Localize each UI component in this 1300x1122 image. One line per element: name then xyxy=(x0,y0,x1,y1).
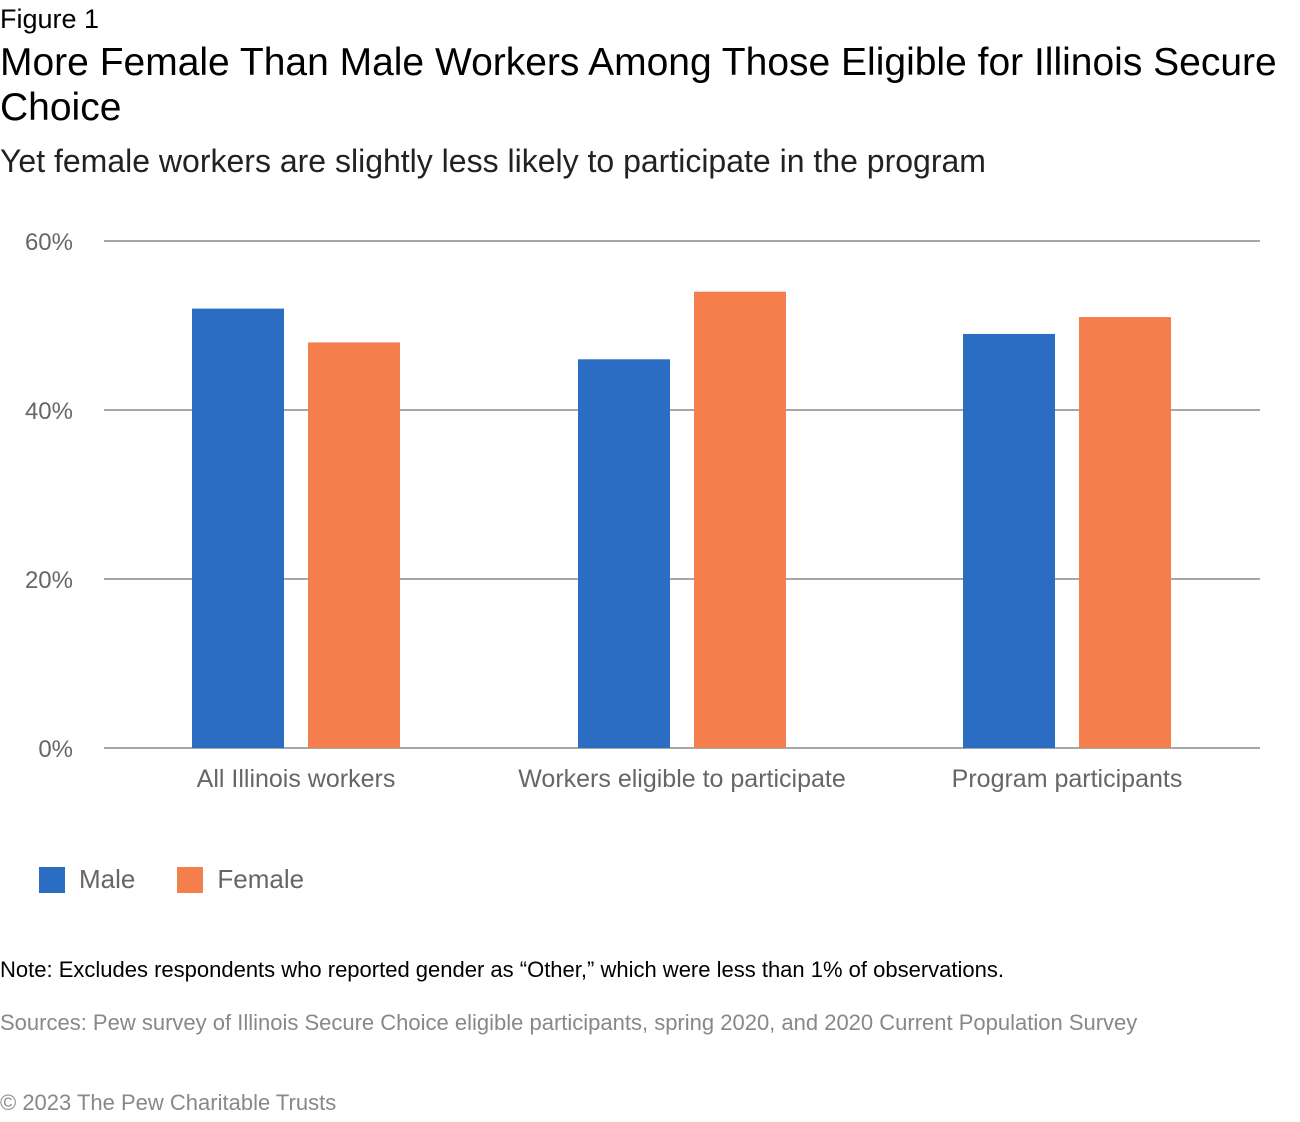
bar-male xyxy=(578,359,670,748)
bar-male xyxy=(192,308,284,748)
legend-label-female: Female xyxy=(217,864,305,894)
chart-title: More Female Than Male Workers Among Thos… xyxy=(0,41,1277,129)
copyright: © 2023 The Pew Charitable Trusts xyxy=(0,1090,337,1115)
legend-item-female: Female xyxy=(177,864,304,895)
sources: Sources: Pew survey of Illinois Secure C… xyxy=(0,1010,1138,1035)
x-category-label: Workers eligible to participate xyxy=(518,765,845,793)
legend-item-male: Male xyxy=(39,864,135,895)
y-tick-label: 0% xyxy=(38,736,73,763)
bar-female xyxy=(308,342,400,748)
figure-label: Figure 1 xyxy=(0,4,100,34)
bars xyxy=(192,291,1171,748)
x-axis-labels: All Illinois workers Workers eligible to … xyxy=(197,765,1183,793)
y-tick-label: 20% xyxy=(25,567,73,594)
chart-subtitle: Yet female workers are slightly less lik… xyxy=(0,143,986,179)
note: Note: Excludes respondents who reported … xyxy=(0,957,1004,982)
x-category-label: Program participants xyxy=(952,765,1183,793)
gridlines xyxy=(104,240,1260,749)
legend-swatch-female xyxy=(177,866,204,893)
bar-male xyxy=(963,333,1055,748)
y-tick-label: 60% xyxy=(25,229,73,256)
legend-label-male: Male xyxy=(79,864,136,894)
bar-chart: 0% 20% 40% 60% All Illinois workers Workers … xyxy=(25,229,1260,793)
bar-female xyxy=(694,291,786,748)
x-category-label: All Illinois workers xyxy=(197,765,396,793)
legend: Male Female xyxy=(39,864,346,895)
y-axis-ticks: 0% 20% 40% 60% xyxy=(25,229,73,763)
legend-swatch-male xyxy=(39,866,65,893)
bar-female xyxy=(1079,317,1171,748)
y-tick-label: 40% xyxy=(25,398,73,425)
